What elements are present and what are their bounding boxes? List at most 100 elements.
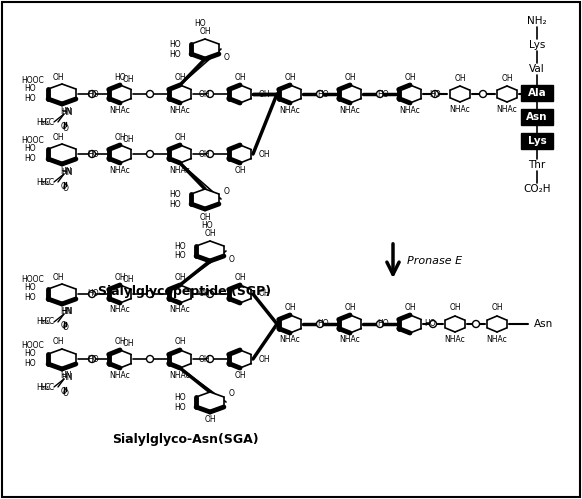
- Text: H₃C: H₃C: [40, 383, 54, 392]
- Text: HO: HO: [87, 89, 99, 98]
- Polygon shape: [339, 85, 361, 103]
- Text: HO: HO: [317, 319, 329, 328]
- Text: O: O: [63, 323, 69, 332]
- Polygon shape: [445, 316, 464, 332]
- Text: OH: OH: [114, 272, 126, 281]
- Text: H₃C: H₃C: [40, 178, 54, 187]
- Polygon shape: [48, 349, 76, 369]
- Polygon shape: [109, 145, 132, 163]
- Text: NHAc: NHAc: [169, 370, 190, 380]
- Text: OH: OH: [52, 337, 64, 346]
- Text: H₃C: H₃C: [40, 317, 54, 326]
- Text: OH: OH: [234, 72, 246, 81]
- Text: OH: OH: [204, 229, 216, 238]
- Text: HN: HN: [61, 371, 72, 381]
- Text: O: O: [61, 121, 67, 131]
- Text: Sialylglyco-Asn(SGA): Sialylglyco-Asn(SGA): [112, 433, 258, 446]
- Text: Lys: Lys: [529, 40, 545, 50]
- Circle shape: [377, 90, 384, 97]
- Text: Ala: Ala: [528, 88, 546, 98]
- Text: NHAc: NHAc: [169, 166, 190, 175]
- Polygon shape: [229, 285, 251, 303]
- Text: OH: OH: [122, 135, 134, 144]
- Text: HO: HO: [24, 293, 36, 302]
- Text: OH: OH: [284, 72, 296, 81]
- Text: OH: OH: [122, 74, 134, 83]
- Polygon shape: [339, 315, 361, 333]
- Text: OH: OH: [122, 339, 134, 348]
- Circle shape: [430, 320, 436, 327]
- Circle shape: [88, 151, 95, 158]
- Text: H₃C: H₃C: [36, 178, 50, 187]
- Text: HO: HO: [87, 354, 99, 363]
- Text: OH: OH: [114, 337, 126, 346]
- Text: NHAc: NHAc: [109, 105, 130, 114]
- Text: HO: HO: [24, 144, 36, 153]
- Text: O: O: [63, 123, 69, 133]
- Text: OH: OH: [259, 289, 271, 298]
- Bar: [521, 109, 553, 125]
- Text: OH: OH: [199, 89, 211, 98]
- Text: Val: Val: [529, 64, 545, 74]
- Circle shape: [207, 90, 214, 97]
- Polygon shape: [109, 85, 132, 103]
- Text: NH₂: NH₂: [527, 16, 547, 26]
- Text: O: O: [224, 187, 230, 196]
- Text: HO: HO: [169, 190, 181, 199]
- Polygon shape: [488, 316, 506, 332]
- Circle shape: [207, 151, 214, 158]
- Text: NHAc: NHAc: [340, 335, 360, 344]
- Text: HO: HO: [194, 18, 206, 27]
- Polygon shape: [169, 350, 191, 368]
- Text: Sialylglycopeptide (SGP): Sialylglycopeptide (SGP): [98, 285, 272, 298]
- Text: OH: OH: [199, 289, 211, 298]
- Text: HO: HO: [24, 83, 36, 92]
- Text: Thr: Thr: [528, 160, 546, 170]
- Text: NHAc: NHAc: [450, 104, 470, 113]
- Polygon shape: [48, 144, 76, 164]
- Text: Asn: Asn: [527, 112, 546, 122]
- Polygon shape: [279, 85, 301, 103]
- Polygon shape: [229, 85, 251, 103]
- Text: HO: HO: [377, 319, 389, 328]
- Polygon shape: [279, 315, 301, 333]
- Text: HOOC: HOOC: [22, 136, 44, 145]
- Circle shape: [88, 355, 95, 362]
- Text: HO: HO: [175, 251, 186, 260]
- Circle shape: [207, 355, 214, 362]
- Circle shape: [147, 151, 154, 158]
- Text: HO: HO: [87, 150, 99, 159]
- Text: Asn: Asn: [526, 112, 548, 122]
- Text: HOOC: HOOC: [22, 75, 44, 84]
- Text: OH: OH: [52, 72, 64, 81]
- Text: OH: OH: [174, 272, 186, 281]
- Text: HO: HO: [24, 348, 36, 357]
- Text: OH: OH: [284, 302, 296, 311]
- Text: OH: OH: [199, 150, 211, 159]
- Text: OH: OH: [52, 272, 64, 281]
- Text: OH: OH: [404, 72, 416, 81]
- Circle shape: [317, 320, 324, 327]
- Text: NHAc: NHAc: [169, 305, 190, 314]
- Bar: [521, 85, 553, 101]
- Text: O: O: [224, 52, 230, 61]
- Polygon shape: [48, 84, 76, 104]
- Polygon shape: [109, 350, 132, 368]
- Text: OH: OH: [259, 150, 271, 159]
- Polygon shape: [498, 86, 517, 102]
- Text: H₃C: H₃C: [36, 383, 50, 392]
- Circle shape: [480, 90, 487, 97]
- Polygon shape: [191, 189, 219, 209]
- Polygon shape: [48, 284, 76, 304]
- Text: H₃C: H₃C: [36, 117, 50, 127]
- Text: NHAc: NHAc: [169, 105, 190, 114]
- Text: HO: HO: [24, 154, 36, 163]
- Text: NHAc: NHAc: [400, 105, 420, 114]
- Text: NHAc: NHAc: [496, 104, 517, 113]
- Text: Ala: Ala: [529, 88, 545, 98]
- Text: OH: OH: [344, 302, 356, 311]
- Polygon shape: [169, 285, 191, 303]
- Text: HO: HO: [114, 72, 126, 81]
- Circle shape: [88, 90, 95, 97]
- Text: HOOC: HOOC: [22, 275, 44, 284]
